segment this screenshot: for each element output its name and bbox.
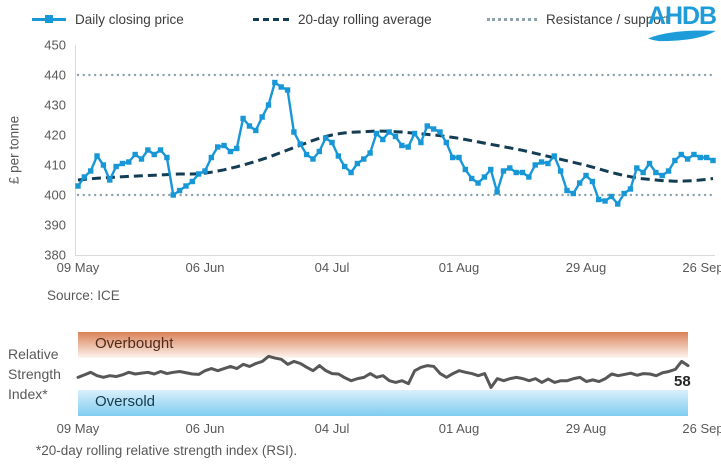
legend-label: Daily closing price — [75, 11, 184, 27]
ahdb-logo-text: AHDB — [647, 2, 717, 30]
legend-label: 20-day rolling average — [298, 11, 432, 27]
rsi-last-value: 58 — [674, 373, 691, 390]
legend-square-marker — [45, 15, 53, 23]
rsi-label-line: Strength — [8, 366, 61, 382]
svg-text:26 Sep: 26 Sep — [682, 421, 721, 436]
y-axis-title: £ per tonne — [6, 115, 22, 185]
svg-text:400: 400 — [44, 188, 66, 203]
oversold-label: Oversold — [95, 393, 156, 410]
svg-text:26 Sep: 26 Sep — [682, 260, 721, 275]
svg-text:440: 440 — [44, 68, 66, 83]
oversold-band: Oversold — [78, 390, 688, 416]
ahdb-logo: AHDB — [646, 4, 718, 48]
rsi-label-line: Index* — [8, 386, 48, 402]
svg-text:410: 410 — [44, 158, 66, 173]
svg-text:04 Jul: 04 Jul — [315, 260, 350, 275]
svg-text:06 Jun: 06 Jun — [185, 260, 224, 275]
svg-text:06 Jun: 06 Jun — [185, 421, 224, 436]
svg-text:390: 390 — [44, 218, 66, 233]
rsi-chart: 09 May 06 Jun 04 Jul 01 Aug 29 Aug 26 Sep — [57, 354, 721, 436]
svg-text:29 Aug: 29 Aug — [566, 421, 607, 436]
overbought-band: Overbought — [78, 332, 688, 358]
dotted-line-icon — [487, 17, 537, 21]
svg-text:01 Aug: 01 Aug — [439, 260, 480, 275]
daily-price-line-marker-icon — [32, 11, 66, 27]
svg-text:04 Jul: 04 Jul — [315, 421, 350, 436]
svg-text:450: 450 — [44, 38, 66, 53]
rsi-footnote: *20-day rolling relative strength index … — [36, 443, 298, 458]
ahdb-swoosh-icon — [648, 30, 716, 42]
svg-text:01 Aug: 01 Aug — [439, 421, 480, 436]
legend-item-rolling-average: 20-day rolling average — [253, 8, 432, 30]
price-chart: 380 390 400 410 420 430 440 450 09 May 06 Jun 04 J… — [44, 38, 721, 276]
source-note: Source: ICE — [47, 288, 120, 303]
svg-text:420: 420 — [44, 128, 66, 143]
svg-text:09 May: 09 May — [57, 421, 100, 436]
svg-text:380: 380 — [44, 248, 66, 263]
rsi-label-line: Relative — [8, 346, 59, 362]
overbought-label: Overbought — [95, 335, 174, 352]
svg-text:09 May: 09 May — [57, 260, 100, 275]
legend-item-daily-closing-price: Daily closing price — [32, 8, 184, 30]
svg-text:29 Aug: 29 Aug — [566, 260, 607, 275]
svg-text:430: 430 — [44, 98, 66, 113]
rsi-axis-label: Relative Strength Index* — [8, 344, 61, 404]
legend-label: Resistance / support — [546, 11, 670, 27]
legend-item-resistance-support: Resistance / support — [487, 8, 669, 30]
dashed-line-icon — [253, 17, 289, 21]
